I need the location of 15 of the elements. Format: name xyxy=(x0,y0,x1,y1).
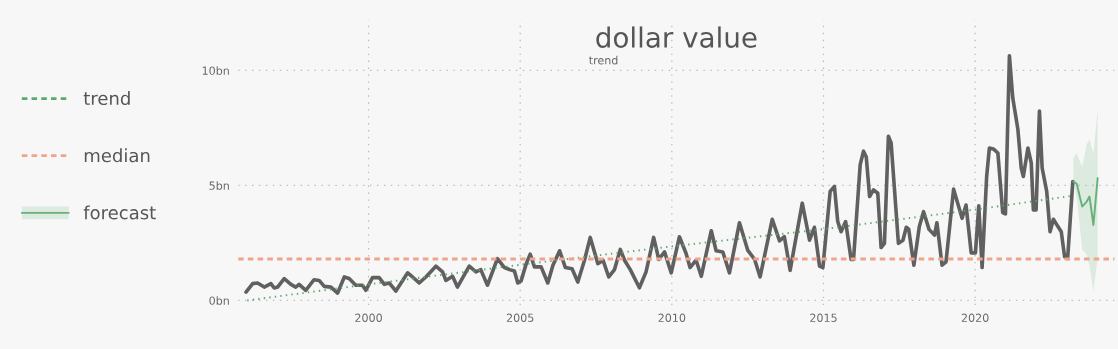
legend-label: forecast xyxy=(83,205,156,220)
line-series xyxy=(244,53,1075,295)
y-tick-label: 0bn xyxy=(209,296,229,305)
x-tick-label: 2000 xyxy=(355,313,382,322)
x-tick-label: 2015 xyxy=(810,313,837,322)
x-tick-label: 2005 xyxy=(506,313,534,322)
chart-title: dollar value xyxy=(596,26,757,48)
x-tick-label: 2010 xyxy=(658,313,686,322)
y-tick-label: 5bn xyxy=(209,181,229,190)
y-tick-label: 10bn xyxy=(202,66,229,75)
legend-label: median xyxy=(84,148,150,163)
x-tick-label: 2020 xyxy=(961,313,989,322)
legend-label: trend xyxy=(83,91,130,106)
line-series xyxy=(1072,177,1099,226)
text: trend xyxy=(589,55,618,65)
